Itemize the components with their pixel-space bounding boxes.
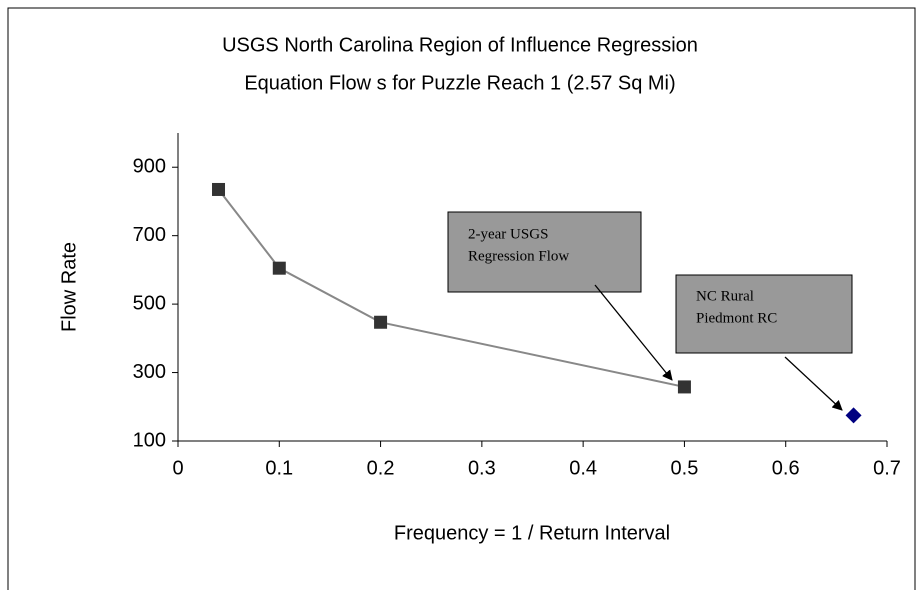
chart-title: USGS North Carolina Region of Influence …: [222, 34, 698, 56]
annotation: NC Rural: [696, 288, 754, 304]
annotation-arrow: [784, 356, 843, 411]
annotation-box: [447, 211, 642, 293]
x-tick-label: 0.4: [569, 457, 597, 479]
series-line: [217, 188, 685, 388]
chart-frame: [7, 7, 916, 590]
annotation-box: [675, 274, 853, 354]
point: [212, 182, 226, 196]
y-tick-label: 300: [133, 361, 166, 383]
x-tick-label: 0.1: [265, 457, 293, 479]
y-axis-label: Flow Rate: [58, 242, 80, 332]
annotation: 2-year USGS: [468, 226, 548, 242]
y-tick-label: 700: [133, 224, 166, 246]
y-tick-label: 100: [133, 429, 166, 451]
chart-title: Equation Flow s for Puzzle Reach 1 (2.57…: [244, 72, 675, 94]
x-axis-label: Frequency = 1 / Return Interval: [394, 522, 670, 544]
point: [272, 261, 286, 275]
point: [374, 315, 388, 329]
annotation: Piedmont RC: [696, 310, 777, 326]
x-tick-label: 0.7: [873, 457, 901, 479]
annotation-arrow: [594, 284, 673, 381]
x-tick-label: 0.5: [671, 457, 699, 479]
y-tick-label: 900: [133, 156, 166, 178]
point: [677, 380, 691, 394]
x-tick-label: 0.2: [367, 457, 395, 479]
x-tick-label: 0.6: [772, 457, 800, 479]
y-tick-label: 500: [133, 292, 166, 314]
x-tick-label: 0.3: [468, 457, 496, 479]
annotation: Regression Flow: [468, 248, 569, 264]
point: [845, 407, 862, 424]
x-tick-label: 0: [172, 457, 183, 479]
